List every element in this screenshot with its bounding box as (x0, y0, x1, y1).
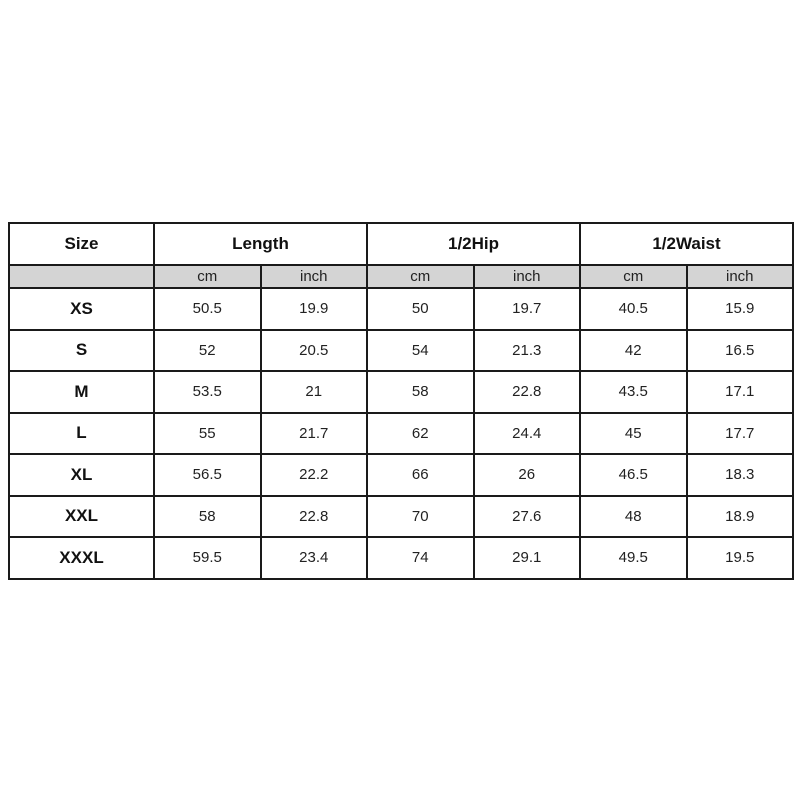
value-cell: 42 (579, 328, 688, 372)
size-label: XXXL (8, 536, 155, 580)
value-cell: 21.7 (259, 411, 368, 455)
unit-cell: inch (685, 264, 794, 289)
size-header: Size (8, 222, 155, 266)
value-cell: 16.5 (685, 328, 794, 372)
value-cell: 50.5 (153, 287, 262, 331)
value-cell: 56.5 (153, 453, 262, 497)
unit-cell: cm (153, 264, 262, 289)
value-cell: 26 (472, 453, 581, 497)
value-cell: 46.5 (579, 453, 688, 497)
value-cell: 27.6 (472, 494, 581, 538)
size-label: S (8, 328, 155, 372)
value-cell: 52 (153, 328, 262, 372)
value-cell: 58 (153, 494, 262, 538)
unit-cell: inch (259, 264, 368, 289)
value-cell: 48 (579, 494, 688, 538)
table-row: XL 56.5 22.2 66 26 46.5 18.3 (8, 453, 794, 497)
value-cell: 22.8 (472, 370, 581, 414)
value-cell: 23.4 (259, 536, 368, 580)
value-cell: 18.9 (685, 494, 794, 538)
value-cell: 20.5 (259, 328, 368, 372)
value-cell: 43.5 (579, 370, 688, 414)
table-row: XS 50.5 19.9 50 19.7 40.5 15.9 (8, 287, 794, 331)
unit-cell: inch (472, 264, 581, 289)
value-cell: 17.1 (685, 370, 794, 414)
group-header-hip: 1/2Hip (366, 222, 581, 266)
table-row: S 52 20.5 54 21.3 42 16.5 (8, 328, 794, 372)
value-cell: 17.7 (685, 411, 794, 455)
value-cell: 24.4 (472, 411, 581, 455)
table-row: M 53.5 21 58 22.8 43.5 17.1 (8, 370, 794, 414)
value-cell: 45 (579, 411, 688, 455)
value-cell: 29.1 (472, 536, 581, 580)
value-cell: 15.9 (685, 287, 794, 331)
size-label: L (8, 411, 155, 455)
value-cell: 66 (366, 453, 475, 497)
value-cell: 70 (366, 494, 475, 538)
value-cell: 50 (366, 287, 475, 331)
value-cell: 18.3 (685, 453, 794, 497)
value-cell: 22.8 (259, 494, 368, 538)
value-cell: 22.2 (259, 453, 368, 497)
value-cell: 62 (366, 411, 475, 455)
value-cell: 21.3 (472, 328, 581, 372)
size-label: M (8, 370, 155, 414)
value-cell: 21 (259, 370, 368, 414)
value-cell: 40.5 (579, 287, 688, 331)
group-header-waist: 1/2Waist (579, 222, 794, 266)
table-row: L 55 21.7 62 24.4 45 17.7 (8, 411, 794, 455)
table-row: XXXL 59.5 23.4 74 29.1 49.5 19.5 (8, 536, 794, 580)
size-chart-table: Size Length 1/2Hip 1/2Waist cm inch cm i… (8, 222, 794, 580)
size-label: XS (8, 287, 155, 331)
value-cell: 19.7 (472, 287, 581, 331)
table-row: XXL 58 22.8 70 27.6 48 18.9 (8, 494, 794, 538)
header-row: Size Length 1/2Hip 1/2Waist (8, 222, 794, 266)
value-cell: 49.5 (579, 536, 688, 580)
unit-blank-cell (8, 264, 155, 289)
value-cell: 19.9 (259, 287, 368, 331)
group-header-length: Length (153, 222, 368, 266)
value-cell: 53.5 (153, 370, 262, 414)
value-cell: 58 (366, 370, 475, 414)
value-cell: 59.5 (153, 536, 262, 580)
value-cell: 54 (366, 328, 475, 372)
value-cell: 55 (153, 411, 262, 455)
size-label: XL (8, 453, 155, 497)
value-cell: 19.5 (685, 536, 794, 580)
unit-row: cm inch cm inch cm inch (8, 264, 794, 289)
size-label: XXL (8, 494, 155, 538)
unit-cell: cm (366, 264, 475, 289)
value-cell: 74 (366, 536, 475, 580)
unit-cell: cm (579, 264, 688, 289)
